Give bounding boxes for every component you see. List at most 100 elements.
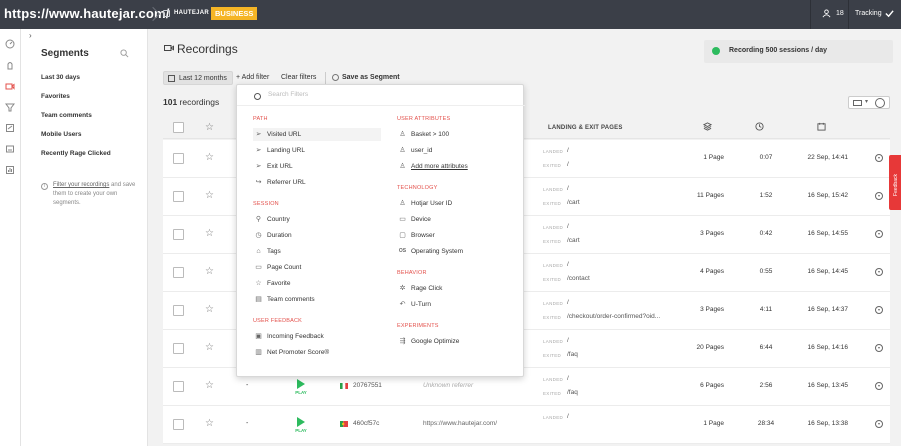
filter-recordings-link[interactable]: Filter your recordings [53, 182, 110, 188]
clear-filters-button[interactable]: Clear filters [281, 74, 317, 81]
star-icon[interactable]: ☆ [205, 122, 214, 133]
star-icon[interactable]: ☆ [205, 380, 214, 391]
survey-icon[interactable] [5, 165, 15, 175]
star-icon[interactable]: ☆ [205, 418, 214, 429]
tracking-label[interactable]: Tracking [855, 10, 882, 17]
filter-option-landing-url[interactable]: ➢ Landing URL [253, 144, 381, 157]
filter-option-add-attributes[interactable]: ♙ Add more attributes [397, 160, 525, 173]
segment-item-favorites[interactable]: Favorites [41, 93, 70, 100]
landed-label: LANDED [543, 149, 564, 154]
filter-option-visited-url[interactable]: ➢ Visited URL [253, 128, 381, 141]
segment-item-mobile-users[interactable]: Mobile Users [41, 131, 82, 138]
search-icon[interactable] [120, 49, 129, 58]
filter-option-incoming-feedback[interactable]: ▣ Incoming Feedback [253, 330, 381, 343]
row-checkbox[interactable] [173, 191, 184, 202]
feedback-label: Feedback [893, 174, 899, 196]
referrer[interactable]: https://www.hautejar.com/ [423, 420, 498, 427]
form-icon[interactable] [5, 123, 15, 133]
expand-icon[interactable] [875, 344, 883, 352]
feedback-tab[interactable]: Feedback [889, 155, 901, 210]
select-all-checkbox[interactable] [173, 122, 184, 133]
filter-option-exit-url[interactable]: ➢ Exit URL [253, 160, 381, 173]
row-checkbox[interactable] [173, 343, 184, 354]
play-button[interactable]: PLAY [293, 379, 309, 395]
star-icon[interactable]: ☆ [205, 304, 214, 315]
filter-option-hotjar-user-id[interactable]: ♙ Hotjar User ID [397, 197, 525, 210]
segment-item-team-comments[interactable]: Team comments [41, 112, 92, 119]
exited-path: /contact [567, 275, 590, 282]
expand-icon[interactable] [875, 154, 883, 162]
filter-option-tags[interactable]: ⌂ Tags [253, 245, 381, 258]
landed-path: / [567, 261, 569, 268]
star-icon[interactable]: ☆ [205, 342, 214, 353]
expand-icon[interactable] [875, 306, 883, 314]
star-icon[interactable]: ☆ [205, 228, 214, 239]
clock-icon[interactable] [755, 122, 764, 131]
option-label: Device [411, 216, 431, 223]
filter-option-u-turn[interactable]: ↶ U-Turn [397, 298, 525, 311]
filter-option-user-id[interactable]: ♙ user_id [397, 144, 525, 157]
collapse-icon[interactable]: › [29, 31, 32, 40]
referrer: Unknown referrer [423, 382, 474, 389]
duration: 1:52 [759, 192, 773, 199]
calendar-icon[interactable] [817, 122, 826, 131]
page-count: 11 Pages [697, 192, 724, 199]
page-count: 1 Page [703, 154, 724, 161]
filter-option-country[interactable]: ⚲ Country [253, 213, 381, 226]
funnel-icon[interactable] [5, 102, 15, 112]
play-button[interactable]: PLAY [293, 417, 309, 433]
browser-icon: ▢ [399, 232, 406, 239]
option-label: Rage Click [411, 285, 443, 292]
dashboard-icon[interactable] [5, 39, 15, 49]
check-icon[interactable] [885, 9, 894, 18]
filter-option-duration[interactable]: ◷ Duration [253, 229, 381, 242]
expand-icon[interactable] [875, 420, 883, 428]
filter-option-rage-click[interactable]: ✲ Rage Click [397, 282, 525, 295]
filter-option-browser[interactable]: ▢ Browser [397, 229, 525, 242]
row-checkbox[interactable] [173, 267, 184, 278]
star-icon[interactable]: ☆ [205, 152, 214, 163]
download-icon[interactable] [875, 98, 885, 108]
row-checkbox[interactable] [173, 229, 184, 240]
site-name[interactable]: HAUTEJAR [174, 10, 210, 16]
expand-icon[interactable] [875, 382, 883, 390]
row-checkbox[interactable] [173, 381, 184, 392]
filter-search-input[interactable] [268, 91, 508, 98]
date-range-button[interactable]: Last 12 months [163, 71, 233, 85]
poll-icon[interactable] [5, 144, 15, 154]
filter-option-page-count[interactable]: ▭ Page Count [253, 261, 381, 274]
expand-icon[interactable] [875, 268, 883, 276]
columns-icon[interactable] [853, 100, 862, 106]
filter-option-basket[interactable]: ♙ Basket > 100 [397, 128, 525, 141]
recordings-icon[interactable] [5, 81, 15, 91]
option-label: U-Turn [411, 301, 431, 308]
users-icon[interactable] [822, 9, 831, 18]
filter-option-referrer-url[interactable]: ↪ Referrer URL [253, 176, 381, 189]
table-tools[interactable]: ▾ [848, 96, 890, 109]
add-filter-button[interactable]: + Add filter [236, 74, 270, 81]
row-checkbox[interactable] [173, 419, 184, 430]
filter-option-team-comments[interactable]: ▤ Team comments [253, 293, 381, 306]
expand-icon[interactable] [875, 192, 883, 200]
star-icon[interactable]: ☆ [205, 190, 214, 201]
expand-icon[interactable] [875, 230, 883, 238]
filter-option-google-optimize[interactable]: ⇶ Google Optimize [397, 335, 525, 348]
filter-option-operating-system[interactable]: OS Operating System [397, 245, 525, 258]
col-landing-exit[interactable]: LANDING & EXIT PAGES [548, 125, 623, 131]
row-checkbox[interactable] [173, 305, 184, 316]
user-placeholder: - [246, 382, 249, 389]
segment-item-recently-rage-clicked[interactable]: Recently Rage Clicked [41, 150, 111, 157]
segment-item-last-30-days[interactable]: Last 30 days [41, 74, 81, 81]
filter-option-device[interactable]: ▭ Device [397, 213, 525, 226]
site-url[interactable]: https://www.hautejar.com/ [4, 6, 170, 21]
row-checkbox[interactable] [173, 153, 184, 164]
save-segment-button[interactable]: Save as Segment [332, 71, 400, 85]
filter-option-favorite[interactable]: ☆ Favorite [253, 277, 381, 290]
heatmap-icon[interactable] [5, 60, 15, 70]
star-icon[interactable]: ☆ [205, 266, 214, 277]
pages-icon[interactable] [703, 122, 712, 131]
duration: 0:42 [759, 230, 773, 237]
table-row[interactable]: ☆ - PLAY 460cf57c https://www.hautejar.c… [163, 406, 890, 444]
filter-option-nps[interactable]: ▥ Net Promoter Score® [253, 346, 381, 359]
chevron-down-icon[interactable]: ▾ [865, 99, 869, 105]
